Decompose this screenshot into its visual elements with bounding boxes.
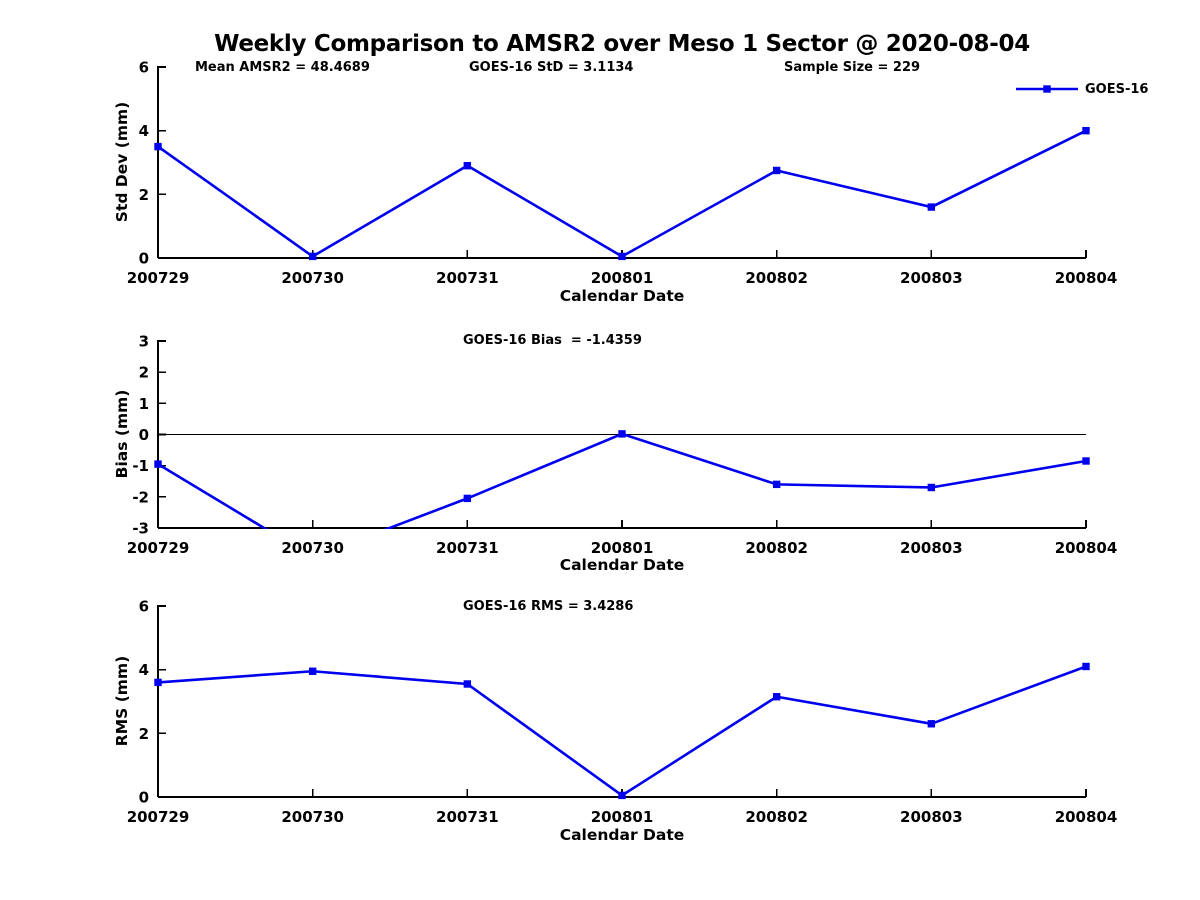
- x-tick-label: 200801: [591, 539, 654, 557]
- x-tick-label: 200804: [1055, 808, 1118, 826]
- y-tick-label: 0: [139, 250, 149, 268]
- data-point-marker: [772, 166, 781, 175]
- y-tick-label: 4: [139, 661, 149, 679]
- x-tick-label: 200804: [1055, 539, 1118, 557]
- data-point-marker: [772, 480, 781, 489]
- x-tick-label: 200802: [745, 808, 808, 826]
- data-point-marker: [154, 678, 162, 687]
- data-point-marker: [618, 430, 626, 438]
- data-point-marker: [463, 680, 472, 688]
- y-tick-label: -2: [132, 488, 149, 506]
- annotation-sample-size: Sample Size = 229: [784, 60, 921, 75]
- y-axis-label-rms: RMS (mm): [113, 655, 131, 747]
- annotation-goes16-bias: GOES-16 Bias = -1.4359: [463, 333, 642, 348]
- x-tick-label: 200801: [591, 269, 654, 287]
- y-tick-label: 6: [139, 598, 149, 616]
- x-tick-label: 200731: [436, 269, 499, 287]
- y-tick-label: -1: [132, 457, 149, 475]
- y-tick-label: 2: [139, 725, 149, 743]
- y-tick-label: 0: [139, 789, 149, 807]
- x-tick-label: 200729: [127, 808, 190, 826]
- data-point-marker: [154, 460, 162, 468]
- y-tick-label: 2: [139, 186, 149, 204]
- x-axis-label-bottom: Calendar Date: [559, 826, 685, 844]
- x-tick-label: 200730: [281, 269, 344, 287]
- data-point-marker: [154, 142, 162, 151]
- x-tick-label: 200802: [745, 269, 808, 287]
- y-tick-label: 2: [139, 364, 149, 382]
- legend-label: GOES-16: [1085, 82, 1149, 97]
- data-point-marker: [927, 203, 936, 211]
- x-tick-label: 200803: [900, 269, 963, 287]
- legend-marker: [1043, 85, 1051, 93]
- x-tick-label: 200731: [436, 539, 499, 557]
- data-point-marker: [618, 252, 626, 261]
- data-point-marker: [463, 494, 472, 503]
- data-point-marker: [1082, 126, 1090, 135]
- x-tick-label: 200730: [281, 539, 344, 557]
- data-point-marker: [618, 791, 626, 800]
- y-axis-label-std-dev: Std Dev (mm): [113, 101, 131, 223]
- x-axis-label-middle: Calendar Date: [559, 556, 685, 574]
- y-tick-label: 3: [139, 333, 149, 351]
- x-tick-label: 200731: [436, 808, 499, 826]
- x-tick-label: 200803: [900, 539, 963, 557]
- x-tick-label: 200729: [127, 539, 190, 557]
- annotation-goes16-rms: GOES-16 RMS = 3.4286: [463, 599, 634, 614]
- figure-title: Weekly Comparison to AMSR2 over Meso 1 S…: [214, 31, 1030, 57]
- y-tick-label: 4: [139, 122, 149, 140]
- goes16-series-line: [157, 665, 1087, 797]
- data-point-marker: [463, 161, 472, 170]
- x-tick-label: 200802: [745, 539, 808, 557]
- x-tick-label: 200803: [900, 808, 963, 826]
- data-point-marker: [772, 693, 781, 701]
- data-point-marker: [308, 252, 317, 261]
- data-point-marker: [927, 483, 936, 492]
- y-tick-label: 0: [139, 426, 149, 444]
- data-point-marker: [1082, 662, 1090, 671]
- y-tick-label: 6: [139, 59, 149, 77]
- data-point-marker: [1082, 457, 1090, 465]
- x-tick-label: 200804: [1055, 269, 1118, 287]
- data-point-marker: [927, 720, 936, 728]
- y-tick-label: 1: [139, 395, 149, 413]
- x-tick-label: 200801: [591, 808, 654, 826]
- x-tick-label: 200729: [127, 269, 190, 287]
- annotation-goes16-std: GOES-16 StD = 3.1134: [469, 60, 634, 75]
- x-axis-label-top: Calendar Date: [559, 287, 685, 305]
- y-tick-label: -3: [132, 520, 149, 538]
- data-point-marker: [308, 667, 317, 675]
- goes16-series-line: [157, 129, 1087, 258]
- x-tick-label: 200730: [281, 808, 344, 826]
- annotation-mean-amsr2: Mean AMSR2 = 48.4689: [195, 60, 370, 75]
- y-axis-label-bias: Bias (mm): [113, 389, 131, 479]
